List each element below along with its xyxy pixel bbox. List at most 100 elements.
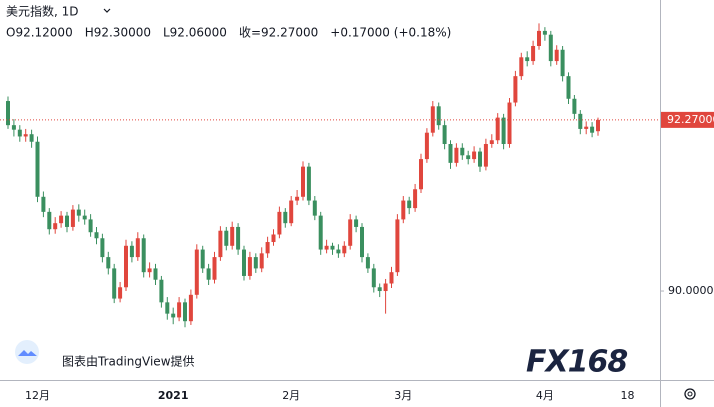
candle-body — [483, 144, 488, 167]
candle-body — [413, 189, 418, 209]
candle-body — [236, 226, 241, 250]
candle-body — [507, 102, 512, 145]
candle-body — [460, 147, 465, 156]
candle-body — [183, 302, 187, 322]
candle-body — [35, 141, 40, 197]
candle-body — [188, 294, 193, 322]
candle-body — [206, 268, 211, 280]
ohlc-value: L92.06000 — [163, 26, 227, 40]
candle-body — [29, 134, 34, 142]
candle-body — [271, 234, 276, 243]
fx168-logo: FX168 — [526, 345, 627, 380]
candle-body — [584, 126, 589, 129]
candle-body — [265, 242, 270, 254]
candle-body — [135, 238, 140, 258]
candle-body — [478, 151, 482, 167]
symbol-title: 美元指数, 1D — [6, 4, 79, 19]
candle-body — [466, 155, 471, 160]
candle-body — [259, 253, 264, 269]
candle-body — [53, 223, 58, 230]
candle-body — [419, 159, 423, 190]
candle-body — [11, 125, 16, 130]
last-price-box — [661, 111, 714, 128]
candle-body — [17, 129, 22, 137]
candle-body — [47, 211, 52, 230]
candle-body — [401, 200, 406, 220]
candle-body — [360, 226, 364, 258]
candle-body — [289, 200, 294, 224]
candle-body — [442, 125, 447, 145]
candle-body — [306, 166, 311, 201]
candle-body — [218, 230, 223, 258]
candle-body — [590, 126, 595, 133]
candle-body — [501, 117, 506, 145]
candle-body — [230, 226, 235, 246]
x-tick-label: 3月 — [394, 389, 412, 402]
candle-body — [365, 257, 370, 269]
candle-body — [454, 147, 459, 163]
candle-body — [383, 283, 388, 292]
candle-body — [554, 49, 559, 62]
settings-icon[interactable] — [684, 388, 696, 400]
candle-body — [348, 219, 353, 246]
candle-body — [548, 34, 553, 62]
credit-text: 图表由TradingView提供 — [62, 354, 195, 369]
candle-body — [525, 57, 530, 62]
candle-body — [489, 140, 494, 145]
candle-body — [171, 313, 176, 318]
dropdown-icon[interactable] — [103, 8, 111, 13]
candle-body — [389, 272, 394, 284]
candle-body — [436, 106, 441, 126]
candle-body — [6, 101, 10, 126]
tradingview-logo — [15, 340, 39, 364]
y-tick-label: 90.00000 — [668, 284, 714, 297]
candle-body — [596, 119, 600, 132]
ohlc-value: H92.30000 — [85, 26, 151, 40]
candle-body — [330, 245, 335, 250]
candle-body — [165, 302, 170, 314]
ohlc-value: +0.17000 (+0.18%) — [330, 26, 451, 40]
candle-body — [301, 166, 305, 197]
x-tick-label: 2月 — [282, 389, 300, 402]
candle-body — [395, 219, 400, 273]
ohlc-legend: O92.12000 H92.30000 L92.06000 收=92.27000 +0.… — [6, 26, 451, 40]
candle-body — [82, 215, 87, 220]
candle-body — [247, 257, 252, 276]
candle-body — [88, 219, 93, 233]
x-tick-label: 4月 — [536, 389, 554, 402]
candle-body — [407, 200, 412, 209]
last-price-label: 92.27000 — [667, 113, 714, 126]
candle-body — [253, 257, 258, 269]
candle-body — [194, 249, 199, 295]
candle-body — [70, 209, 75, 227]
candle-body — [377, 287, 382, 292]
candle-body — [65, 215, 69, 227]
candle-body — [200, 249, 205, 269]
candle-body — [141, 238, 146, 273]
ohlc-value: O92.12000 — [6, 26, 73, 40]
candle-body — [336, 249, 341, 254]
x-tick-label: 18 — [621, 389, 635, 402]
candle-body — [371, 268, 376, 288]
candle-body — [424, 132, 429, 160]
candle-body — [112, 268, 117, 299]
candle-body — [560, 49, 565, 77]
candle-body — [118, 287, 123, 299]
candle-body — [324, 245, 329, 250]
x-tick-label: 12月 — [25, 389, 50, 402]
candle-body — [572, 98, 577, 114]
candle-body — [212, 257, 217, 280]
candle-body — [147, 268, 152, 273]
x-tick-label: 2021 — [158, 389, 189, 402]
candle-body — [153, 268, 158, 280]
candle-body — [312, 200, 317, 216]
candle-body — [342, 245, 347, 254]
candle-body — [472, 151, 477, 160]
candle-body — [59, 215, 64, 224]
candle-body — [106, 257, 111, 269]
candle-body — [41, 196, 46, 212]
candle-body — [277, 211, 282, 235]
